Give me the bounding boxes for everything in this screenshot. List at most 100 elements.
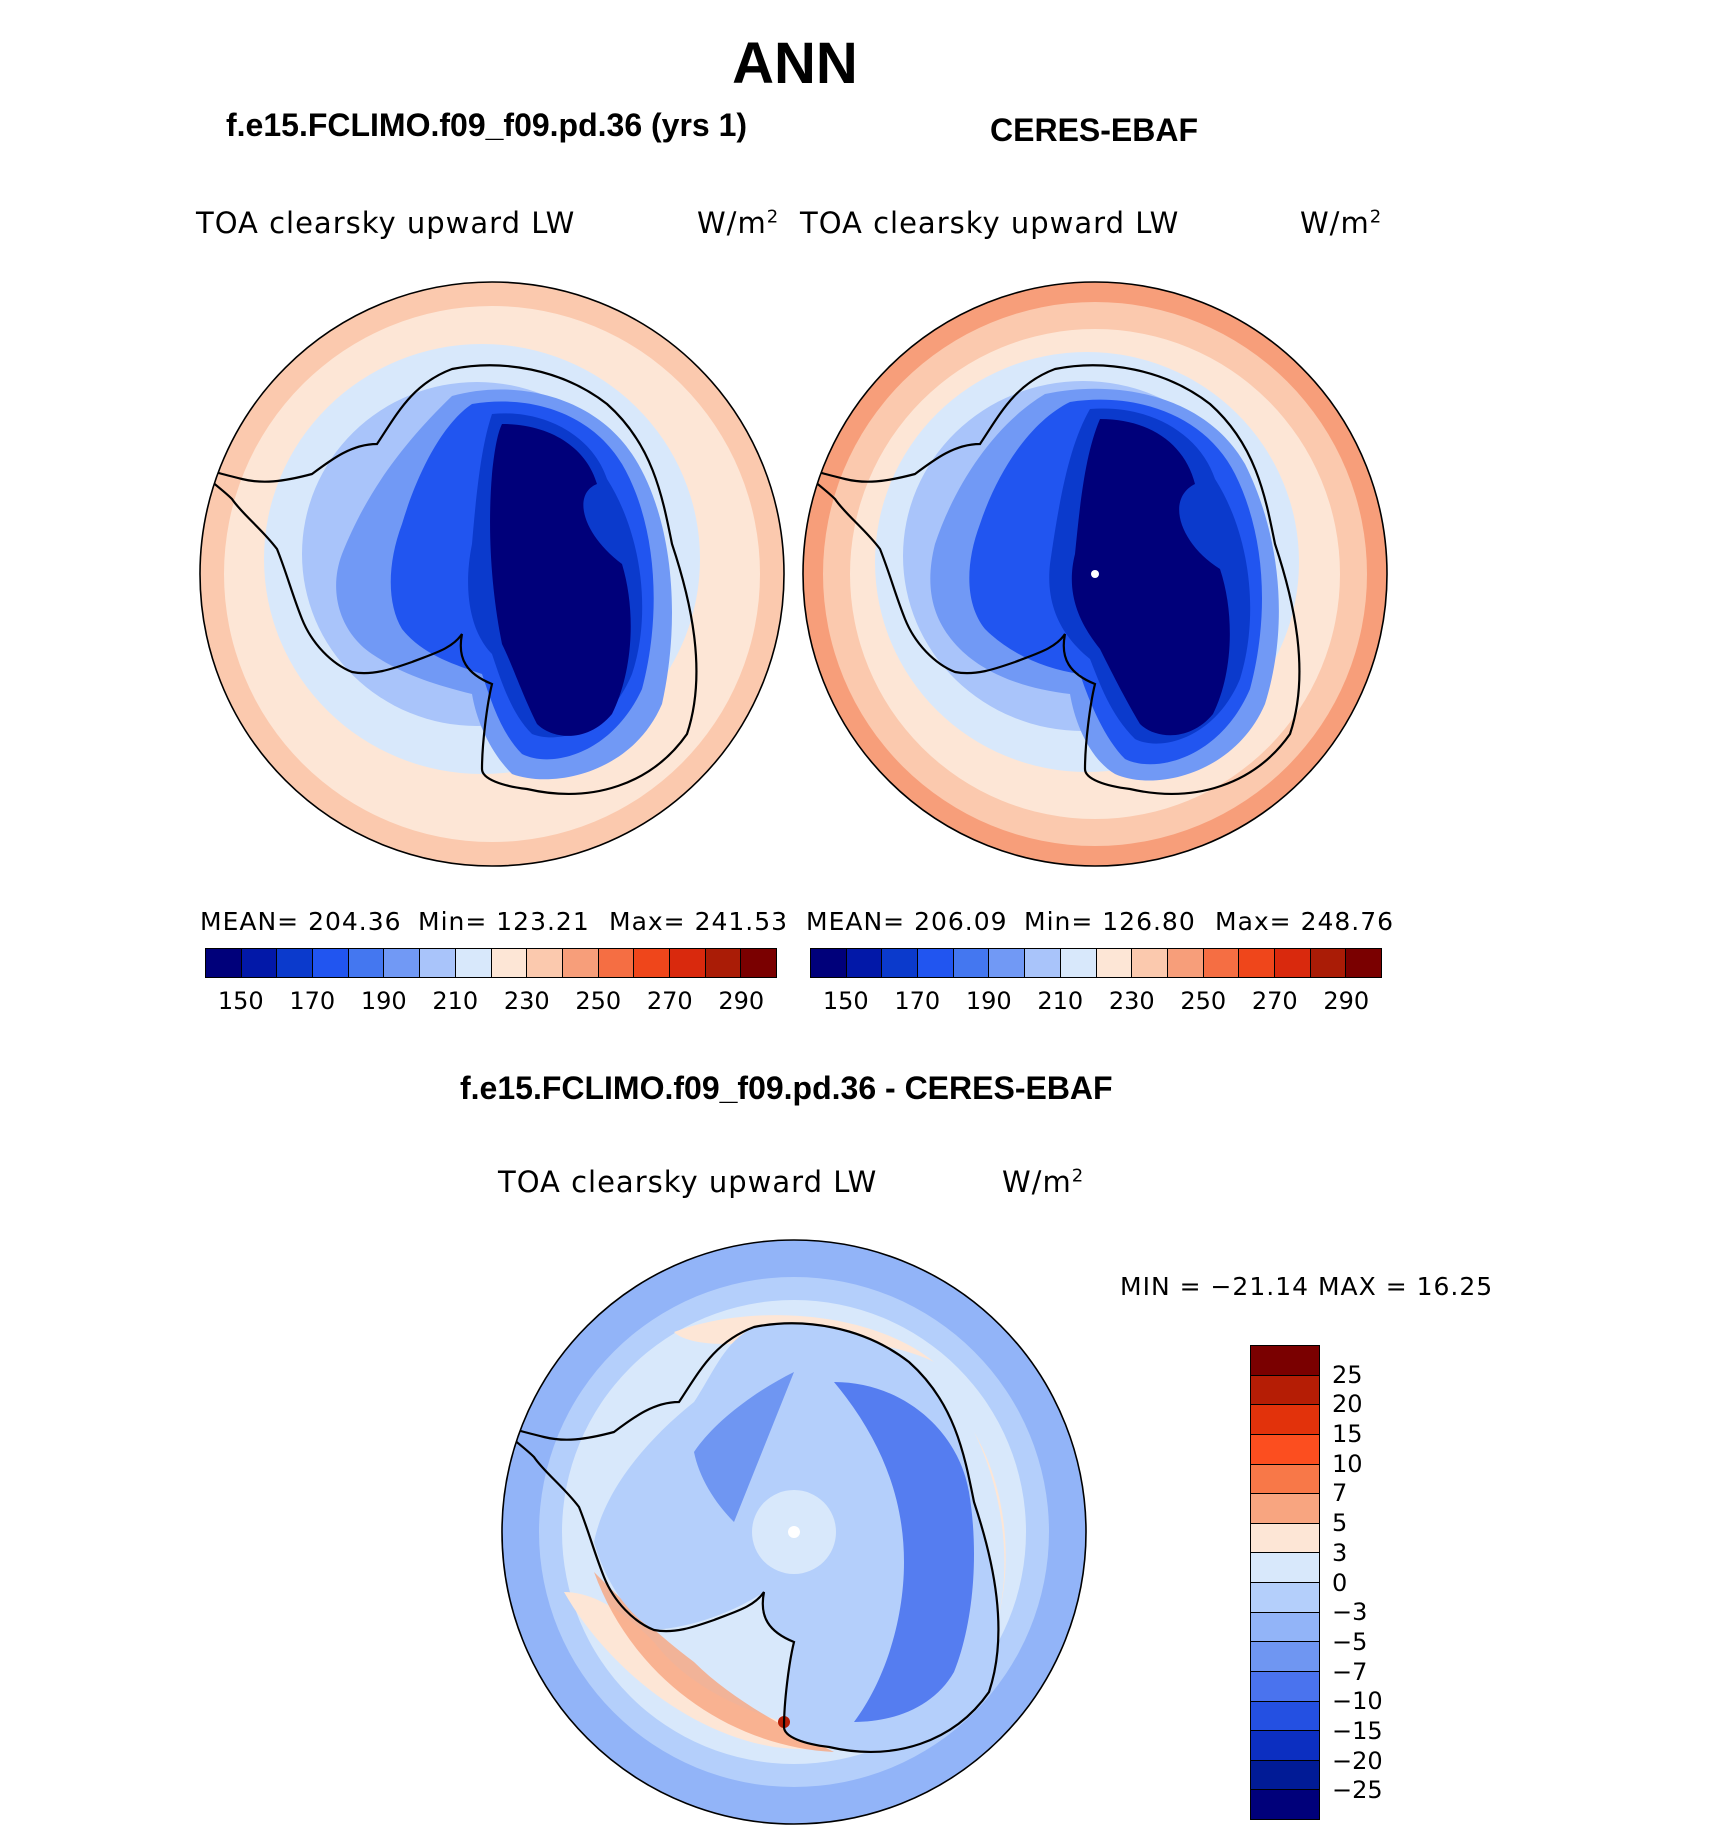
diff-colorbar-tick-label: −5 bbox=[1332, 1627, 1368, 1656]
diff-colorbar-tick-label: 25 bbox=[1332, 1360, 1363, 1389]
diff-colorbar-swatch bbox=[1251, 1434, 1319, 1465]
model-units: W/m2 bbox=[697, 206, 779, 240]
diff-field-label: TOA clearsky upward LW bbox=[498, 1165, 878, 1199]
obs-map bbox=[802, 281, 1388, 867]
model-colorbar-swatch bbox=[241, 949, 278, 977]
diff-units-sup: 2 bbox=[1071, 1165, 1085, 1187]
diff-colorbar-swatch bbox=[1251, 1464, 1319, 1495]
obs-colorbar-swatch bbox=[1132, 949, 1168, 977]
model-colorbar-swatch bbox=[384, 949, 421, 977]
model-colorbar bbox=[205, 948, 777, 978]
diff-map bbox=[501, 1239, 1087, 1825]
model-colorbar-swatch bbox=[348, 949, 385, 977]
obs-colorbar-swatch bbox=[846, 949, 883, 977]
diff-colorbar-swatch bbox=[1251, 1612, 1319, 1643]
obs-map-border bbox=[802, 281, 1388, 867]
obs-units: W/m2 bbox=[1300, 206, 1382, 240]
model-colorbar-swatch bbox=[598, 949, 635, 977]
model-field-label: TOA clearsky upward LW bbox=[196, 206, 576, 240]
diff-minmax: MIN = −21.14 MAX = 16.25 bbox=[1120, 1272, 1494, 1301]
model-colorbar-tick-label: 210 bbox=[432, 987, 479, 1015]
obs-colorbar-tick-label: 290 bbox=[1323, 987, 1370, 1015]
model-colorbar-swatch bbox=[634, 949, 670, 977]
obs-panel-title: CERES-EBAF bbox=[990, 112, 1199, 148]
diff-units: W/m2 bbox=[1002, 1165, 1084, 1199]
diff-panel-title: f.e15.FCLIMO.f09_f09.pd.36 - CERES-EBAF bbox=[460, 1070, 1113, 1106]
diff-colorbar-tick-label: 15 bbox=[1332, 1420, 1363, 1449]
obs-colorbar-swatch bbox=[1025, 949, 1061, 977]
diff-colorbar-swatch bbox=[1251, 1523, 1319, 1554]
diff-colorbar-swatch bbox=[1251, 1671, 1319, 1702]
model-colorbar-tick-label: 270 bbox=[646, 987, 693, 1015]
model-colorbar-swatch bbox=[705, 949, 742, 977]
model-map-border bbox=[199, 281, 785, 867]
diff-colorbar-tick-label: −3 bbox=[1332, 1598, 1368, 1627]
obs-colorbar-swatch bbox=[882, 949, 919, 977]
diff-colorbar-tick-label: 0 bbox=[1332, 1568, 1348, 1597]
obs-colorbar-tick-label: 150 bbox=[822, 987, 869, 1015]
model-panel-title: f.e15.FCLIMO.f09_f09.pd.36 (yrs 1) bbox=[226, 107, 748, 143]
diff-colorbar-tick-label: −25 bbox=[1332, 1776, 1383, 1805]
diff-colorbar-tick-label: −20 bbox=[1332, 1746, 1383, 1775]
obs-colorbar-tick-label: 190 bbox=[965, 987, 1012, 1015]
diff-colorbar-tick-label: −15 bbox=[1332, 1716, 1383, 1745]
diff-colorbar-swatch bbox=[1251, 1790, 1319, 1819]
diff-colorbar-swatch bbox=[1251, 1553, 1319, 1583]
diff-warm-region-north bbox=[674, 1315, 934, 1362]
diff-colorbar-tick-label: 5 bbox=[1332, 1509, 1348, 1538]
obs-colorbar-swatch bbox=[1167, 949, 1204, 977]
diff-colorbar-swatch bbox=[1251, 1346, 1319, 1376]
obs-colorbar-tick-label: 230 bbox=[1108, 987, 1155, 1015]
model-colorbar-tick-label: 250 bbox=[575, 987, 622, 1015]
obs-colorbar-tick-label: 170 bbox=[894, 987, 941, 1015]
model-colorbar-swatch bbox=[420, 949, 456, 977]
diff-colorbar-swatch bbox=[1251, 1375, 1319, 1406]
obs-colorbar-tick-label: 250 bbox=[1180, 987, 1227, 1015]
obs-colorbar-swatch bbox=[1096, 949, 1133, 977]
obs-units-text: W/m bbox=[1300, 206, 1370, 240]
obs-field-label: TOA clearsky upward LW bbox=[800, 206, 1180, 240]
diff-islands bbox=[530, 1331, 537, 1353]
model-units-sup: 2 bbox=[766, 206, 780, 228]
obs-contour-140 bbox=[1071, 419, 1230, 736]
diff-colorbar-swatch bbox=[1251, 1731, 1319, 1761]
model-colorbar-tick-label: 290 bbox=[718, 987, 765, 1015]
obs-colorbar-tick-label: 270 bbox=[1251, 987, 1298, 1015]
obs-colorbar-swatch bbox=[1274, 949, 1311, 977]
diff-colorbar bbox=[1250, 1345, 1320, 1820]
diff-colorbar-tick-label: 3 bbox=[1332, 1538, 1348, 1567]
obs-max: Max= 248.76 bbox=[1215, 907, 1395, 936]
obs-colorbar-swatch bbox=[811, 949, 847, 977]
model-min: Min= 123.21 bbox=[418, 907, 590, 936]
model-colorbar-swatch bbox=[741, 949, 776, 977]
obs-min: Min= 126.80 bbox=[1024, 907, 1196, 936]
diff-colorbar-swatch bbox=[1251, 1494, 1319, 1524]
obs-colorbar-swatch bbox=[1346, 949, 1381, 977]
model-colorbar-swatch bbox=[455, 949, 492, 977]
obs-colorbar-swatch bbox=[918, 949, 954, 977]
diff-colorbar-tick-label: 20 bbox=[1332, 1390, 1363, 1419]
diff-colorbar-tick-label: 7 bbox=[1332, 1479, 1348, 1508]
diff-colorbar-tick-label: −10 bbox=[1332, 1687, 1383, 1716]
diff-peninsula-hotspot bbox=[536, 1362, 546, 1372]
model-colorbar-swatch bbox=[206, 949, 242, 977]
main-title: ANN bbox=[732, 31, 858, 96]
diff-colorbar-swatch bbox=[1251, 1642, 1319, 1672]
model-colorbar-tick-label: 190 bbox=[360, 987, 407, 1015]
model-colorbar-tick-label: 230 bbox=[503, 987, 550, 1015]
diff-colorbar-swatch bbox=[1251, 1701, 1319, 1732]
model-colorbar-tick-label: 170 bbox=[289, 987, 336, 1015]
obs-colorbar-swatch bbox=[953, 949, 990, 977]
diff-map-border bbox=[501, 1239, 1087, 1825]
diff-colorbar-swatch bbox=[1251, 1760, 1319, 1791]
obs-mean: MEAN= 206.09 bbox=[806, 907, 1008, 936]
obs-colorbar-swatch bbox=[989, 949, 1026, 977]
model-map bbox=[199, 281, 785, 867]
model-max: Max= 241.53 bbox=[609, 907, 789, 936]
model-colorbar-swatch bbox=[527, 949, 563, 977]
model-colorbar-swatch bbox=[491, 949, 528, 977]
obs-colorbar-tick-label: 210 bbox=[1037, 987, 1084, 1015]
model-contour-140 bbox=[490, 424, 631, 736]
diff-colorbar-tick-label: −7 bbox=[1332, 1657, 1368, 1686]
model-units-text: W/m bbox=[697, 206, 767, 240]
